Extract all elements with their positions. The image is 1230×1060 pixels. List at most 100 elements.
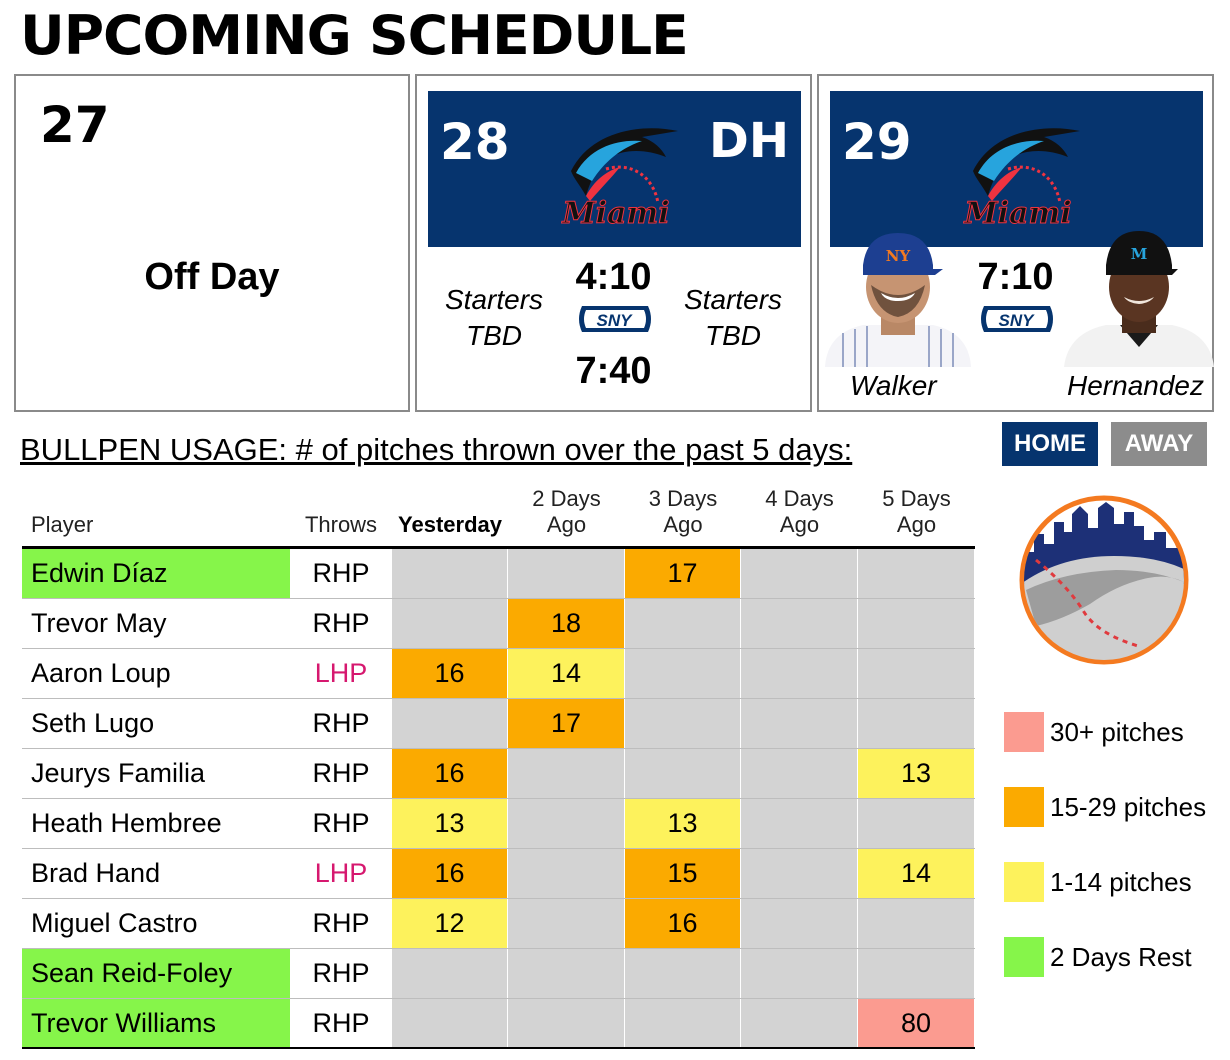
row-divider — [22, 798, 975, 799]
header-divider — [22, 546, 975, 549]
legend-swatch — [1004, 787, 1044, 827]
pitch-count-cell: 16 — [392, 749, 507, 798]
col-header-player: Player — [31, 512, 94, 537]
player-name: Aaron Loup — [31, 658, 171, 688]
schedule-card-29[interactable]: 29 Miami NY M 7:10 S — [817, 74, 1214, 412]
row-divider — [22, 898, 975, 899]
game-time: 7:10 — [977, 256, 1054, 298]
row-divider — [22, 598, 975, 599]
schedule-card-28[interactable]: 28 DH Miami Starters TBD Starters TBD 4:… — [415, 74, 812, 412]
throws-value: RHP — [312, 1008, 370, 1038]
row-divider — [22, 748, 975, 749]
table-bottom-divider — [22, 1047, 975, 1049]
pitch-count-cell — [858, 699, 974, 748]
off-day-label: Off Day — [144, 256, 280, 298]
throws-value: RHP — [312, 708, 370, 738]
col-header-yesterday: Yesterday — [398, 512, 502, 537]
schedule-card-27[interactable]: 27 Off Day — [14, 74, 410, 412]
home-pitcher-photo: NY — [825, 233, 971, 367]
away-tab-button[interactable]: AWAY — [1111, 422, 1207, 466]
svg-text:SNY: SNY — [998, 311, 1035, 330]
col-header-5-days-ago: 5 Days Ago — [882, 486, 951, 537]
player-name: Miguel Castro — [31, 908, 198, 938]
home-tab-button[interactable]: HOME — [1002, 422, 1098, 466]
pitch-count-cell — [741, 849, 857, 898]
legend-swatch — [1004, 937, 1044, 977]
throws-value: RHP — [312, 958, 370, 988]
player-name: Brad Hand — [31, 858, 161, 888]
col-header-4-days-ago: 4 Days Ago — [765, 486, 834, 537]
pitch-count-cell: 14 — [858, 849, 974, 898]
pitch-count-cell — [741, 949, 857, 998]
throws-value: RHP — [312, 758, 370, 788]
pitch-count-cell: 12 — [392, 899, 507, 948]
bullpen-title: BULLPEN USAGE: # of pitches thrown over … — [20, 432, 853, 467]
player-name: Heath Hembree — [31, 808, 222, 838]
pitch-count-cell: 13 — [392, 799, 507, 848]
pitch-count-cell — [858, 599, 974, 648]
pitch-count-cell — [858, 549, 974, 598]
throws-value: RHP — [312, 908, 370, 938]
pitch-count-cell — [625, 949, 740, 998]
pitch-count-cell — [741, 999, 857, 1048]
player-name: Seth Lugo — [31, 708, 155, 738]
pitch-count-cell — [508, 849, 624, 898]
marlins-logo-icon: Miami — [561, 128, 678, 232]
svg-text:SNY: SNY — [596, 311, 633, 330]
pitch-count-cell: 15 — [625, 849, 740, 898]
mets-logo-icon — [1019, 495, 1189, 665]
pitch-count-cell — [741, 599, 857, 648]
starters-left: Starters TBD — [444, 284, 544, 351]
game2-time: 7:40 — [575, 350, 652, 392]
pitch-count-cell: 16 — [625, 899, 740, 948]
page-title: UPCOMING SCHEDULE — [20, 4, 689, 67]
legend-label: 2 Days Rest — [1050, 942, 1192, 972]
legend-swatch — [1004, 862, 1044, 902]
col-header-throws: Throws — [304, 512, 378, 537]
pitch-count-cell — [741, 649, 857, 698]
pitch-count-cell — [392, 949, 507, 998]
legend-swatch — [1004, 712, 1044, 752]
pitch-count-cell — [508, 549, 624, 598]
pitch-count-cell — [392, 999, 507, 1048]
pitch-count-cell — [625, 649, 740, 698]
marlins-logo-icon: Miami — [963, 128, 1080, 232]
throws-value: RHP — [312, 558, 370, 588]
away-pitcher-photo: M — [1064, 231, 1214, 367]
pitch-count-cell: 18 — [508, 599, 624, 648]
pitch-count-cell: 16 — [392, 649, 507, 698]
svg-text:M: M — [1131, 245, 1148, 263]
pitch-count-cell: 13 — [625, 799, 740, 848]
pitch-count-cell — [392, 549, 507, 598]
legend-label: 15-29 pitches — [1050, 792, 1207, 822]
svg-text:NY: NY — [886, 247, 911, 265]
pitch-count-cell: 16 — [392, 849, 507, 898]
doubleheader-badge: DH — [708, 113, 789, 169]
pitch-count-cell: 14 — [508, 649, 624, 698]
date-number: 28 — [440, 113, 510, 171]
col-header-3-days-ago: 3 Days Ago — [648, 486, 718, 537]
pitch-count-cell — [625, 599, 740, 648]
pitch-count-cell: 17 — [508, 699, 624, 748]
row-divider — [22, 998, 975, 999]
starters-right: Starters TBD — [683, 284, 783, 351]
throws-value: RHP — [312, 608, 370, 638]
pitch-count-cell — [392, 599, 507, 648]
home-pitcher-name: Walker — [850, 370, 937, 401]
pitch-count-cell — [741, 699, 857, 748]
legend-label: 30+ pitches — [1050, 717, 1184, 747]
pitch-count-cell — [508, 999, 624, 1048]
pitch-count-cell — [858, 649, 974, 698]
pitch-count-cell — [741, 899, 857, 948]
away-pitcher-name: Hernandez — [1067, 370, 1204, 401]
sny-network-icon: SNY — [980, 306, 1053, 332]
pitch-count-cell — [625, 749, 740, 798]
player-name: Trevor May — [31, 608, 167, 638]
pitch-count-cell — [858, 949, 974, 998]
row-divider — [22, 848, 975, 849]
game1-time: 4:10 — [575, 256, 652, 298]
pitch-count-cell — [741, 549, 857, 598]
svg-text:Miami: Miami — [963, 196, 1071, 231]
throws-value: LHP — [314, 658, 368, 688]
row-divider — [22, 698, 975, 699]
